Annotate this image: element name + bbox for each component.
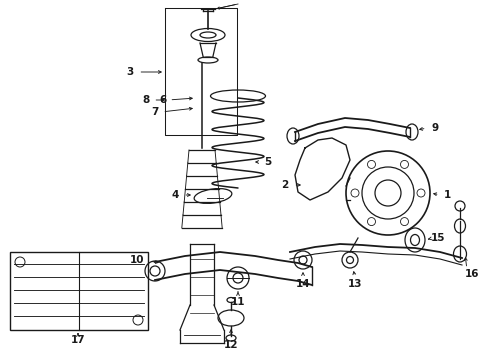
Text: 17: 17 [71, 335, 85, 345]
Text: 16: 16 [465, 269, 479, 279]
Text: 5: 5 [265, 157, 271, 167]
Text: 11: 11 [231, 297, 245, 307]
Text: 15: 15 [431, 233, 445, 243]
Text: 13: 13 [348, 279, 362, 289]
Text: 6: 6 [159, 95, 167, 105]
Text: 12: 12 [224, 340, 238, 350]
Text: 7: 7 [151, 107, 159, 117]
Text: 10: 10 [130, 255, 144, 265]
Text: 4: 4 [172, 190, 179, 200]
Text: 8: 8 [143, 95, 149, 105]
Text: 9: 9 [431, 123, 439, 133]
Text: 14: 14 [295, 279, 310, 289]
Bar [10, 252, 148, 330]
Text: 1: 1 [443, 190, 451, 200]
Text: 2: 2 [281, 180, 289, 190]
Text: 3: 3 [126, 67, 134, 77]
